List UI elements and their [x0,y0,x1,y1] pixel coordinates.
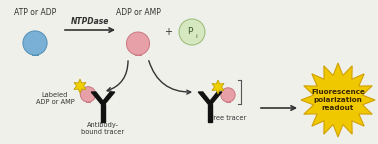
Bar [86,96,90,102]
Text: Antibody-
bound tracer: Antibody- bound tracer [81,122,125,135]
Circle shape [23,31,47,55]
Polygon shape [212,80,224,94]
Polygon shape [101,92,115,104]
Bar [226,96,229,102]
Polygon shape [301,63,375,137]
Polygon shape [74,79,86,93]
FancyArrowPatch shape [107,61,128,91]
Polygon shape [198,92,212,104]
FancyArrowPatch shape [149,61,191,94]
Text: ATP or ADP: ATP or ADP [14,8,56,17]
Polygon shape [208,92,222,104]
Text: NTPDase: NTPDase [71,17,109,26]
Text: Labeled
ADP or AMP: Labeled ADP or AMP [36,92,74,106]
Polygon shape [91,92,105,104]
Circle shape [80,87,96,102]
Bar [32,45,38,55]
Bar [135,46,141,55]
Polygon shape [208,104,212,122]
Text: Free tracer: Free tracer [210,115,246,121]
Circle shape [127,32,150,55]
Circle shape [221,88,235,102]
Polygon shape [101,104,105,122]
Text: +: + [164,27,172,37]
Circle shape [179,19,205,45]
Text: ADP or AMP: ADP or AMP [116,8,160,17]
Text: Fluorescence
polarization
readout: Fluorescence polarization readout [311,90,365,110]
Text: P: P [187,28,193,36]
Text: i: i [195,34,197,38]
